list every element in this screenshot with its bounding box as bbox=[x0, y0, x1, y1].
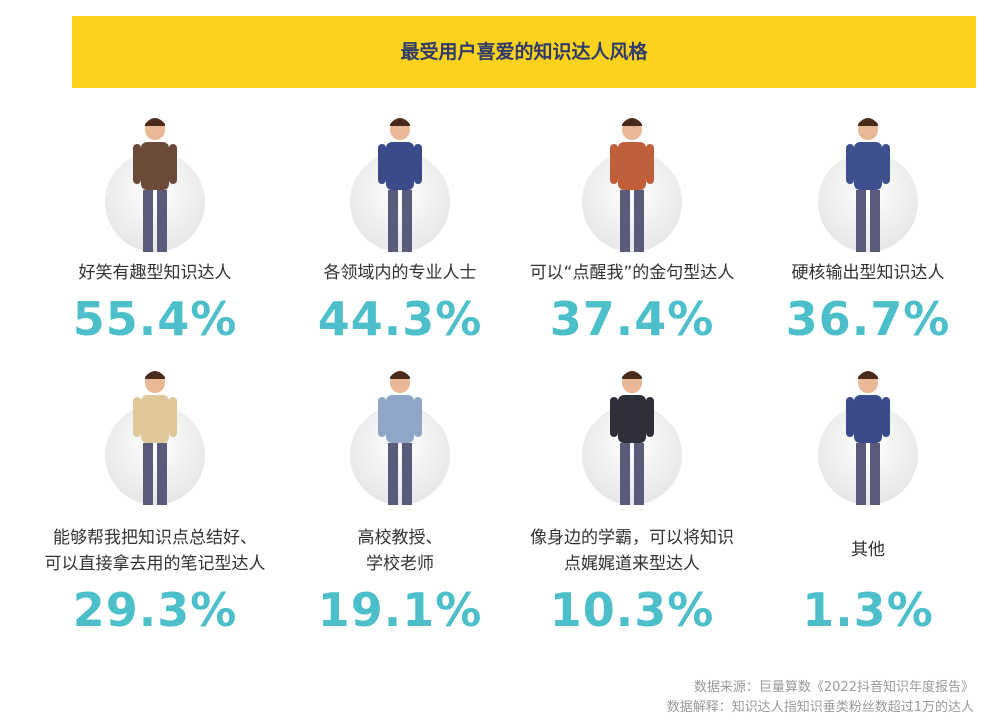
item-label: 点娓娓道来型达人 bbox=[564, 554, 700, 574]
title-banner bbox=[72, 16, 976, 88]
illustration bbox=[582, 118, 682, 252]
item-value: 1.3% bbox=[802, 583, 934, 637]
figure bbox=[818, 112, 918, 262]
illustration bbox=[105, 118, 205, 252]
item-label: 各领域内的专业人士 bbox=[323, 263, 477, 283]
item-value: 19.1% bbox=[317, 583, 483, 637]
title: 最受用户喜爱的知识达人风格 bbox=[400, 41, 648, 63]
illustration bbox=[350, 118, 450, 252]
illustration bbox=[350, 371, 450, 505]
footer-note: 数据解释：知识达人指知识垂类粉丝数超过1万的达人 bbox=[666, 700, 974, 715]
item-value: 55.4% bbox=[72, 292, 238, 346]
illustration bbox=[105, 371, 205, 505]
footer-source: 数据来源：巨量算数《2022抖音知识年度报告》 bbox=[693, 680, 974, 695]
illustration bbox=[818, 118, 918, 252]
item-label: 可以直接拿去用的笔记型达人 bbox=[44, 554, 266, 574]
item-value: 37.4% bbox=[549, 292, 715, 346]
item-label: 其他 bbox=[851, 540, 885, 560]
item-value: 10.3% bbox=[549, 583, 715, 637]
item-label: 硬核输出型知识达人 bbox=[791, 263, 945, 283]
figure bbox=[582, 365, 682, 515]
item-value: 44.3% bbox=[317, 292, 483, 346]
item-label: 像身边的学霸，可以将知识 bbox=[530, 528, 734, 548]
item-value: 36.7% bbox=[785, 292, 951, 346]
illustration bbox=[818, 371, 918, 505]
figure bbox=[105, 365, 205, 515]
item-label: 好笑有趣型知识达人 bbox=[78, 263, 232, 283]
item-label: 高校教授、 bbox=[357, 528, 443, 548]
item-label: 能够帮我把知识点总结好、 bbox=[53, 528, 257, 548]
item-value: 29.3% bbox=[72, 583, 238, 637]
figure bbox=[350, 112, 450, 262]
item-label: 学校老师 bbox=[366, 554, 434, 574]
figure bbox=[582, 112, 682, 262]
figure bbox=[105, 112, 205, 262]
figure bbox=[818, 365, 918, 515]
item-label: 可以“点醒我”的金句型达人 bbox=[529, 263, 735, 283]
figure bbox=[350, 365, 450, 515]
illustration bbox=[582, 371, 682, 505]
